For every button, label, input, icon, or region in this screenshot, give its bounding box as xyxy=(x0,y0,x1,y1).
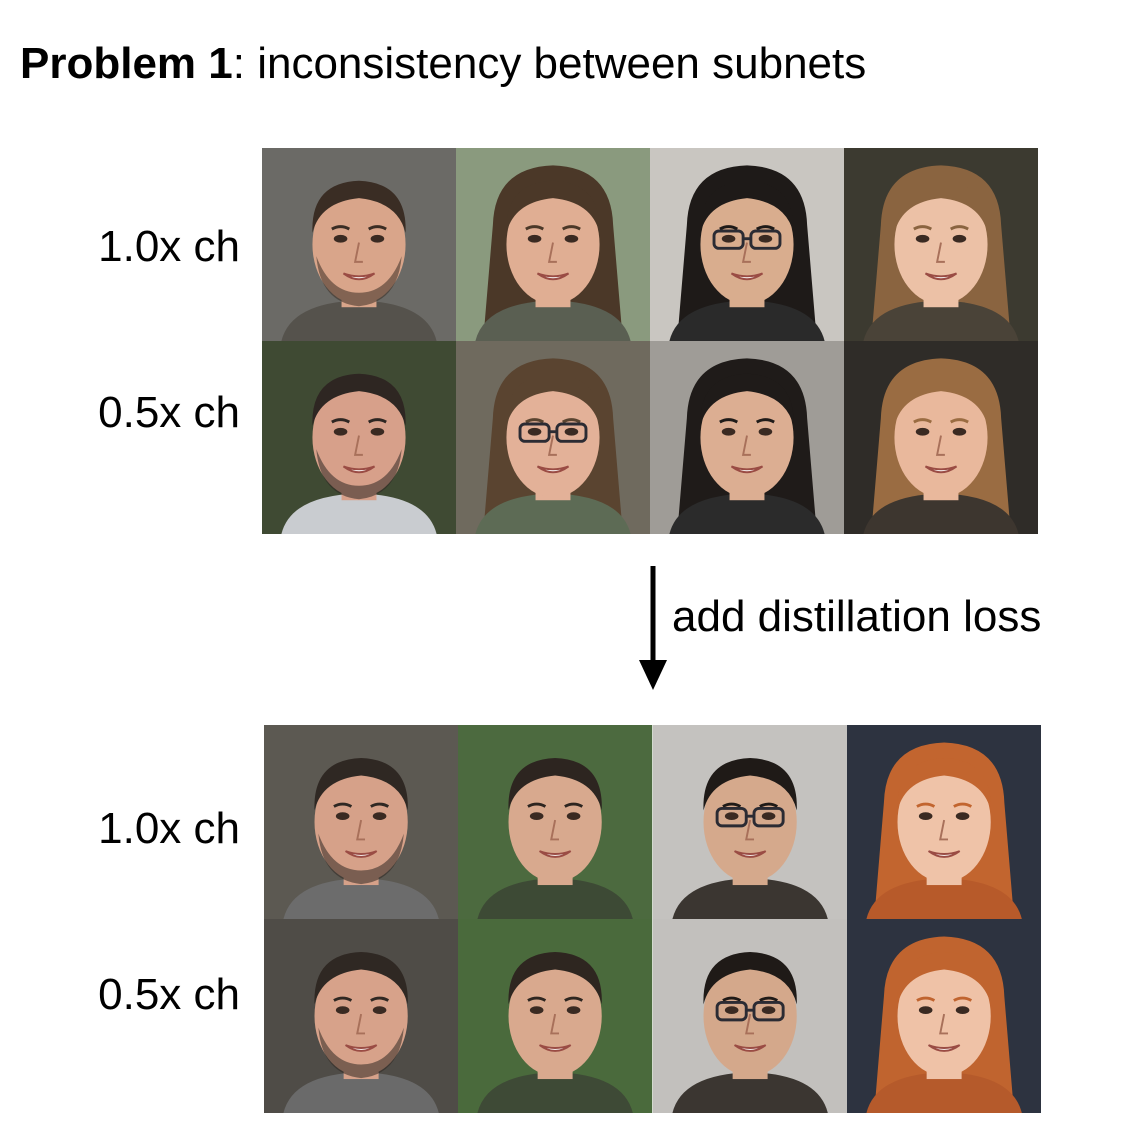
face-image xyxy=(264,919,459,1113)
figure-title: Problem 1: inconsistency between subnets xyxy=(20,34,866,94)
top-row-label-1: 1.0x ch xyxy=(98,222,240,271)
face-image xyxy=(652,919,847,1113)
down-arrow-icon xyxy=(639,566,667,690)
face-image xyxy=(650,148,844,341)
face-image xyxy=(650,341,844,534)
face-image xyxy=(262,148,456,341)
top-row-label-2: 0.5x ch xyxy=(98,388,240,437)
arrow-label: add distillation loss xyxy=(672,592,1042,641)
face-image xyxy=(456,341,650,534)
face-image xyxy=(652,725,847,919)
face-image xyxy=(456,148,650,341)
bottom-row-label-1: 1.0x ch xyxy=(98,804,240,853)
title-bold: Problem 1 xyxy=(20,39,233,88)
face-image xyxy=(844,148,1038,341)
face-image xyxy=(846,919,1041,1113)
face-image xyxy=(458,725,653,919)
face-image xyxy=(458,919,653,1113)
face-image xyxy=(262,341,456,534)
top-face-grid xyxy=(262,148,1038,534)
face-image xyxy=(844,341,1038,534)
bottom-row-label-2: 0.5x ch xyxy=(98,970,240,1019)
face-image xyxy=(264,725,459,919)
title-rest: : inconsistency between subnets xyxy=(232,39,867,88)
face-image xyxy=(846,725,1041,919)
bottom-face-grid xyxy=(264,725,1041,1113)
